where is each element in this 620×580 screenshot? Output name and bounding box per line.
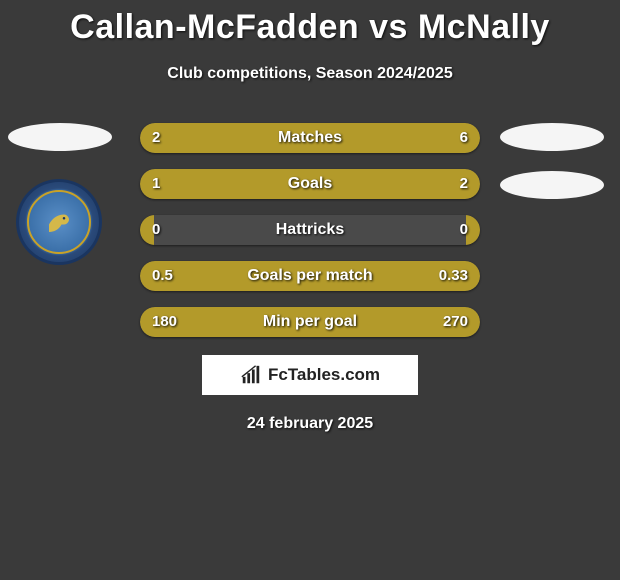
comparison-panel: 26Matches 12Goals 00Hattricks 0.50.33Goals … — [0, 123, 620, 337]
stat-row: 12Goals — [140, 169, 480, 199]
stat-bars-container: 26Matches 12Goals 00Hattricks 0.50.33Goals … — [140, 123, 480, 337]
page-title: Callan-McFadden vs McNally — [0, 0, 620, 47]
stat-row: 180270Min per goal — [140, 307, 480, 337]
stat-label: Matches — [140, 123, 480, 153]
right-player-col — [500, 123, 600, 219]
brand-text: FcTables.com — [268, 365, 380, 385]
subtitle: Club competitions, Season 2024/2025 — [0, 65, 620, 83]
stat-label: Min per goal — [140, 307, 480, 337]
club-badge-left — [16, 179, 102, 265]
bird-icon — [44, 207, 74, 237]
club-badge-ring — [27, 190, 91, 254]
player-photo-placeholder-right-1 — [500, 123, 604, 151]
brand-footer: FcTables.com — [202, 355, 418, 395]
player-photo-placeholder-left — [8, 123, 112, 151]
player-photo-placeholder-right-2 — [500, 171, 604, 199]
bar-chart-icon — [240, 364, 262, 386]
stat-row: 26Matches — [140, 123, 480, 153]
stat-label: Goals — [140, 169, 480, 199]
stat-row: 00Hattricks — [140, 215, 480, 245]
left-player-col — [8, 123, 112, 265]
stat-row: 0.50.33Goals per match — [140, 261, 480, 291]
date-text: 24 february 2025 — [0, 415, 620, 433]
stat-label: Hattricks — [140, 215, 480, 245]
stat-label: Goals per match — [140, 261, 480, 291]
